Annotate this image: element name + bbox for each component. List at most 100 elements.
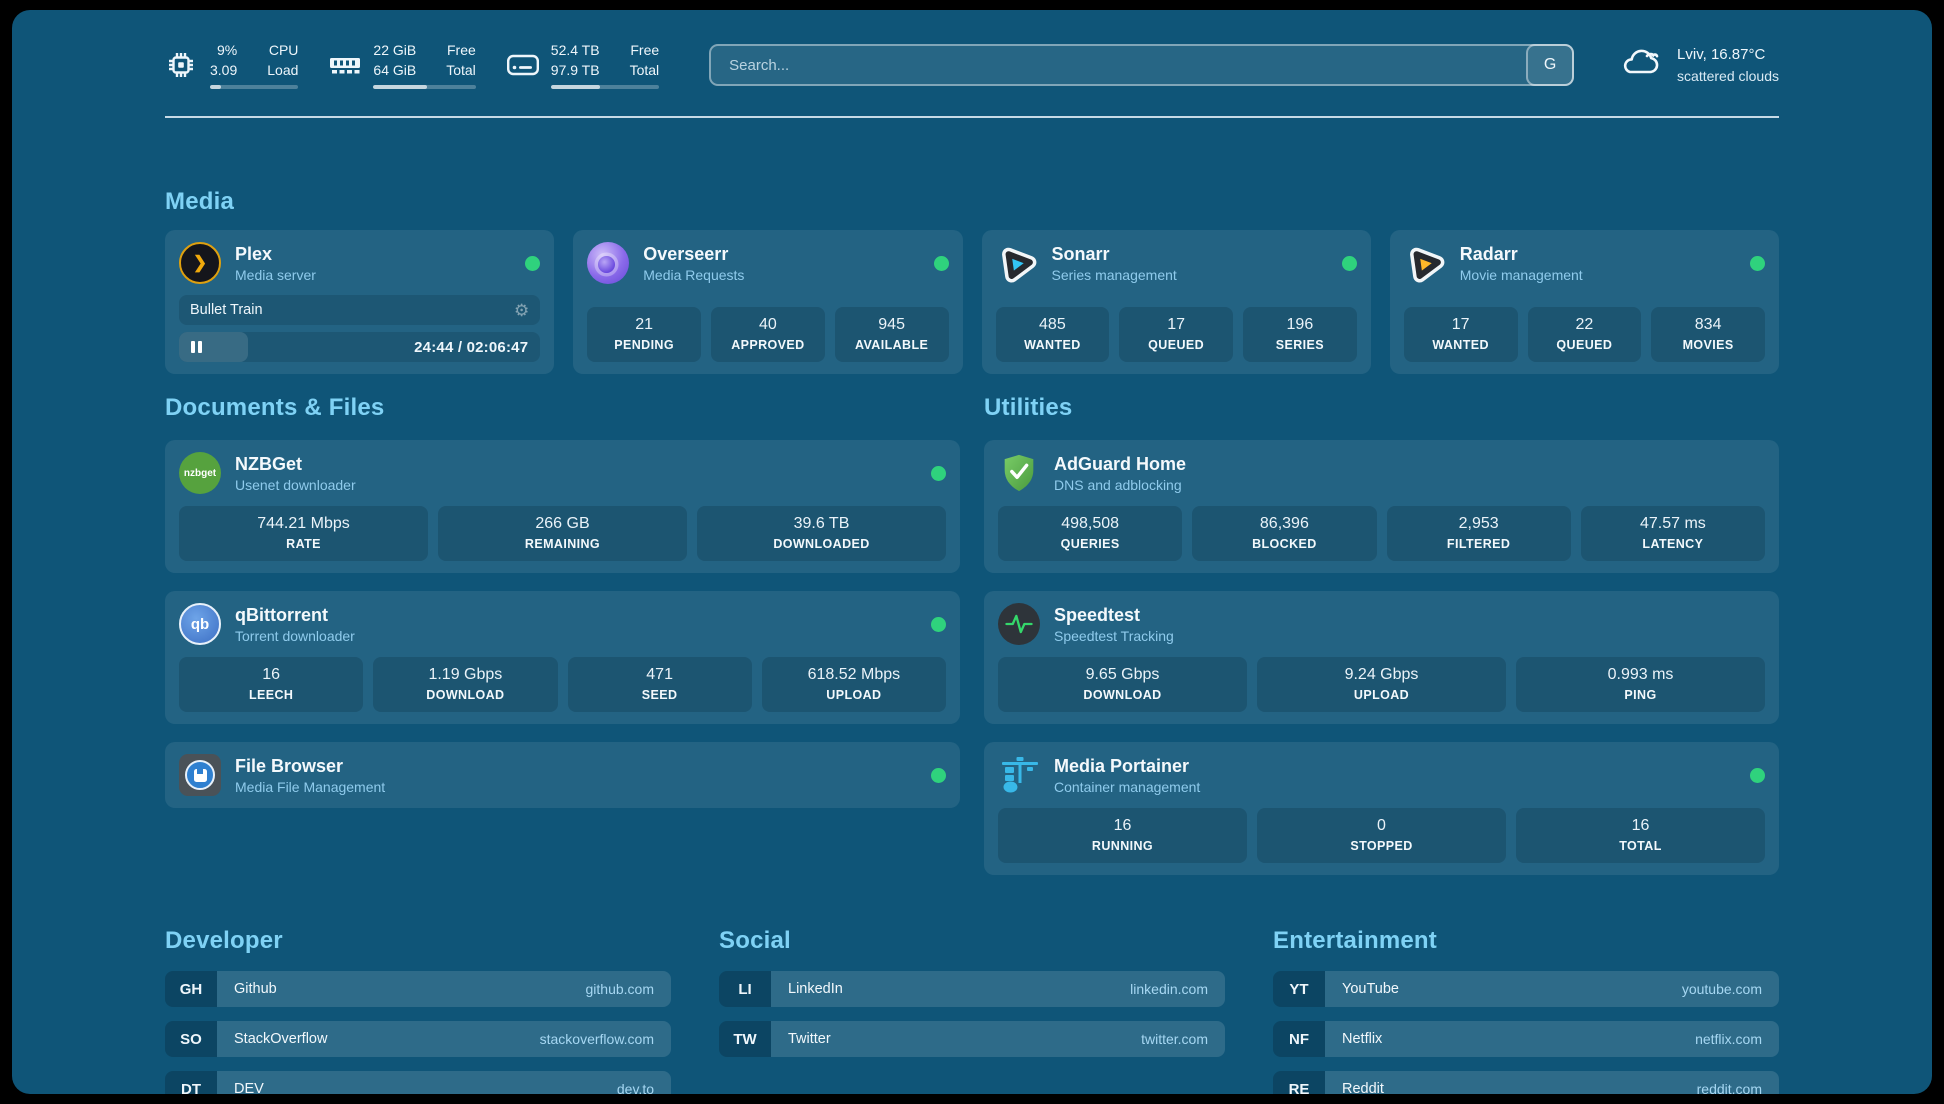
memory-total-label: Total xyxy=(446,61,476,78)
stat-tile: 2,953 FILTERED xyxy=(1386,506,1571,561)
service-title: Overseerr xyxy=(643,243,729,264)
bookmark-abbr: DT xyxy=(165,1071,217,1094)
cloud-icon xyxy=(1620,46,1664,83)
search-provider-button[interactable]: G xyxy=(1526,44,1575,86)
bookmark-name: DEV xyxy=(234,1081,264,1094)
overseerr-icon xyxy=(587,242,630,284)
stat-label: AVAILABLE xyxy=(854,338,929,352)
stat-value: 16 xyxy=(1113,817,1132,834)
service-card-plex[interactable]: ❯ Plex Media server Bullet Train ⚙ xyxy=(165,230,555,374)
bookmark-name: StackOverflow xyxy=(234,1031,328,1047)
stat-label: SERIES xyxy=(1275,338,1324,352)
bookmark-dev[interactable]: DT DEV dev.to xyxy=(165,1071,671,1094)
status-dot xyxy=(1750,767,1765,783)
service-card-portainer[interactable]: Media Portainer Container management 16 … xyxy=(984,742,1779,875)
stat-value: 0.993 ms xyxy=(1607,666,1674,683)
stat-value: 9.65 Gbps xyxy=(1085,666,1160,683)
service-card-speedtest[interactable]: Speedtest Speedtest Tracking 9.65 Gbps D… xyxy=(984,591,1779,724)
bookmark-twitter[interactable]: TW Twitter twitter.com xyxy=(719,1021,1225,1057)
stat-value: 40 xyxy=(758,316,777,333)
utilities-section-title: Utilities xyxy=(984,394,1073,421)
memory-free-value: 22 GiB xyxy=(373,41,417,58)
service-title: AdGuard Home xyxy=(1054,453,1187,474)
memory-total-value: 64 GiB xyxy=(373,61,417,78)
bookmark-domain: twitter.com xyxy=(1141,1031,1208,1047)
service-card-overseerr[interactable]: Overseerr Media Requests 21 PENDING 40 A… xyxy=(573,230,963,374)
service-subtitle: Speedtest Tracking xyxy=(1054,627,1174,644)
stat-tile: 266 GB REMAINING xyxy=(438,506,687,561)
bookmark-abbr: YT xyxy=(1273,971,1325,1007)
bookmark-netflix[interactable]: NF Netflix netflix.com xyxy=(1273,1021,1779,1057)
developer-section-title: Developer xyxy=(165,927,283,954)
stat-label: QUEUED xyxy=(1556,338,1613,352)
stat-tile: 16 TOTAL xyxy=(1516,808,1765,863)
bookmark-abbr: SO xyxy=(165,1021,217,1057)
stat-tile: 0.993 ms PING xyxy=(1516,657,1765,712)
stat-tile: 17 WANTED xyxy=(1403,307,1518,362)
disk-progress-bar xyxy=(550,85,660,90)
stat-value: 471 xyxy=(646,666,673,683)
service-title: Media Portainer xyxy=(1054,755,1190,776)
memory-stat: 22 GiB 64 GiB Free Total xyxy=(328,41,476,90)
bookmark-domain: reddit.com xyxy=(1696,1081,1762,1094)
stat-tile: 618.52 Mbps UPLOAD xyxy=(761,657,946,712)
stat-value: 17 xyxy=(1167,316,1186,333)
stat-value: 2,953 xyxy=(1458,515,1499,532)
weather-location-temp: Lviv, 16.87°C xyxy=(1677,45,1766,63)
section-documents: Documents & Files nzbget NZBGet Usenet d… xyxy=(165,394,960,808)
service-title: Sonarr xyxy=(1051,243,1110,264)
status-dot xyxy=(525,255,541,271)
playback-time: 24:44 / 02:06:47 xyxy=(414,338,529,356)
stat-label: REMAINING xyxy=(524,537,601,551)
bookmark-abbr: NF xyxy=(1273,1021,1325,1057)
stat-label: PING xyxy=(1624,688,1657,702)
service-card-sonarr[interactable]: Sonarr Series management 485 WANTED 17 Q… xyxy=(981,230,1371,374)
service-card-radarr[interactable]: Radarr Movie management 17 WANTED 22 QUE… xyxy=(1389,230,1779,374)
service-card-qbittorrent[interactable]: qb qBittorrent Torrent downloader 16 LEE… xyxy=(165,591,960,724)
stat-value: 9.24 Gbps xyxy=(1344,666,1419,683)
cpu-label: CPU xyxy=(268,41,299,58)
stat-tile: 9.65 Gbps DOWNLOAD xyxy=(998,657,1247,712)
radarr-icon xyxy=(1404,242,1446,284)
bookmark-reddit[interactable]: RE Reddit reddit.com xyxy=(1273,1071,1779,1094)
service-title: Radarr xyxy=(1459,243,1518,264)
stat-label: DOWNLOAD xyxy=(426,688,505,702)
dashboard-panel: 9% 3.09 CPU Load xyxy=(12,10,1932,1094)
stat-value: 485 xyxy=(1039,316,1066,333)
weather-condition: scattered clouds xyxy=(1677,67,1779,84)
cpu-load-value: 3.09 xyxy=(210,61,238,78)
stat-tile: 196 SERIES xyxy=(1243,307,1357,362)
stat-value: 618.52 Mbps xyxy=(807,666,901,683)
bookmark-name: YouTube xyxy=(1342,981,1399,997)
bookmark-abbr: TW xyxy=(719,1021,771,1057)
stat-label: FILTERED xyxy=(1446,537,1511,551)
service-title: Plex xyxy=(235,243,273,264)
media-section-title: Media xyxy=(165,188,235,215)
stat-label: WANTED xyxy=(1432,338,1489,352)
stat-tile: 498,508 QUERIES xyxy=(998,506,1183,561)
search-input[interactable] xyxy=(709,44,1575,86)
stat-tile: 16 RUNNING xyxy=(998,808,1247,863)
bookmark-stackoverflow[interactable]: SO StackOverflow stackoverflow.com xyxy=(165,1021,671,1057)
disk-total-label: Total xyxy=(629,61,660,78)
bookmark-github[interactable]: GH Github github.com xyxy=(165,971,671,1007)
system-stats: 9% 3.09 CPU Load xyxy=(165,41,660,90)
bookmark-youtube[interactable]: YT YouTube youtube.com xyxy=(1273,971,1779,1007)
bookmark-abbr: LI xyxy=(719,971,771,1007)
bookmark-linkedin[interactable]: LI LinkedIn linkedin.com xyxy=(719,971,1225,1007)
service-card-filebrowser[interactable]: File Browser Media File Management xyxy=(165,742,960,808)
service-card-nzbget[interactable]: nzbget NZBGet Usenet downloader 744.21 M… xyxy=(165,440,960,573)
stat-label: SEED xyxy=(641,688,678,702)
section-utilities: Utilities AdGuard Home xyxy=(984,394,1779,875)
service-card-adguard[interactable]: AdGuard Home DNS and adblocking 498,508 … xyxy=(984,440,1779,573)
bookmark-domain: linkedin.com xyxy=(1130,981,1208,997)
stat-tile: 47.57 ms LATENCY xyxy=(1580,506,1765,561)
service-title: qBittorrent xyxy=(235,604,328,625)
filebrowser-icon xyxy=(179,754,221,796)
speedtest-icon xyxy=(998,603,1040,645)
status-dot xyxy=(931,767,946,783)
stat-tile: 834 MOVIES xyxy=(1651,307,1765,362)
service-subtitle: Media Requests xyxy=(643,266,745,283)
service-title: File Browser xyxy=(235,755,344,776)
stat-label: APPROVED xyxy=(731,338,805,352)
